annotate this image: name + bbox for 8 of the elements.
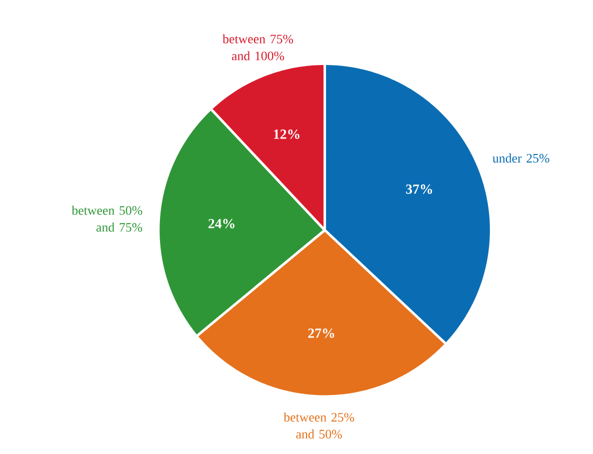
slice-label: between 50% and 75% [72,206,142,232]
data-label: 12% [274,129,300,139]
data-label: 27% [308,328,334,338]
data-label: 24% [208,218,234,228]
slice-label: between 25% and 50% [284,412,354,438]
data-label: 37% [406,184,432,194]
slice-label: under 25% [492,153,550,163]
slice-label: between 75% and 100% [222,34,294,60]
